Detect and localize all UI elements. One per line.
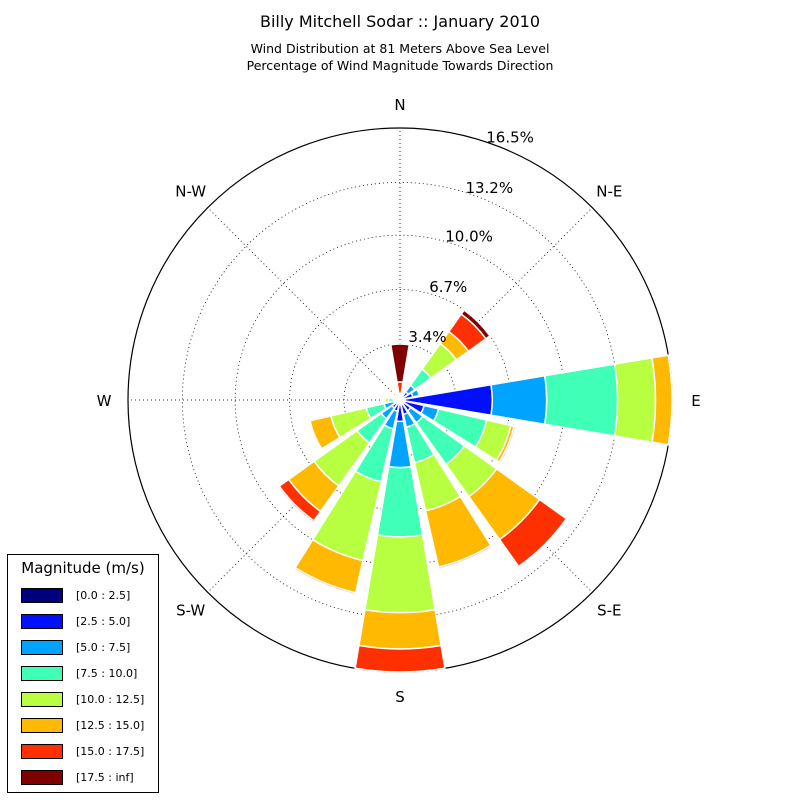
legend-label: [15.0 : 17.5] <box>76 745 145 758</box>
chart-subtitle-line2: Percentage of Wind Magnitude Towards Dir… <box>246 58 554 73</box>
wind-bar-segment <box>364 534 436 614</box>
legend-swatch <box>21 640 63 655</box>
radial-tick-label: 10.0% <box>445 228 493 246</box>
chart-title: Billy Mitchell Sodar :: January 2010 <box>259 12 541 31</box>
wind-bar-segment <box>293 566 357 596</box>
legend-label: [7.5 : 10.0] <box>76 667 138 680</box>
wind-bar-segment <box>543 363 619 437</box>
radial-tick-label: 13.2% <box>465 179 513 197</box>
legend-label: [2.5 : 5.0] <box>76 615 131 628</box>
wind-bar-segment <box>382 396 387 404</box>
legend-label: [0.0 : 2.5] <box>76 589 131 602</box>
wind-bar-segment <box>401 387 408 392</box>
legend-swatch <box>21 588 63 603</box>
legend-swatch <box>21 614 63 629</box>
direction-label: E <box>691 392 700 410</box>
wind-bar-segment <box>613 356 657 444</box>
wind-bar-segment <box>354 644 446 673</box>
wind-bar-segment <box>437 544 493 570</box>
wind-bar-segment <box>389 343 411 383</box>
legend-title: Magnitude (m/s) <box>21 559 145 577</box>
legend-label: [10.0 : 12.5] <box>76 693 145 706</box>
legend-label: [17.5 : inf] <box>76 771 134 784</box>
wind-bar-segment <box>651 354 673 446</box>
wind-bar-segment <box>460 309 491 340</box>
chart-subtitle-line1: Wind Distribution at 81 Meters Above Sea… <box>250 41 550 56</box>
wind-bar-segment <box>390 390 396 396</box>
legend-swatch <box>21 770 63 785</box>
legend-swatch <box>21 744 63 759</box>
wind-bar-segment <box>395 393 400 397</box>
wind-bar-segment <box>410 388 421 398</box>
wind-bar-segment <box>309 415 341 450</box>
wind-bar-segment <box>376 465 424 538</box>
legend-swatch <box>21 692 63 707</box>
direction-label: N-E <box>596 183 622 201</box>
legend-label: [12.5 : 15.0] <box>76 719 145 732</box>
wind-bar-segment <box>358 608 442 650</box>
axis-labels: 3.4% 6.7% 10.0% 13.2% 16.5% N N-E E S-E S S-W W N-W <box>97 96 701 706</box>
direction-label: N-W <box>175 183 206 201</box>
radial-tick-label: 6.7% <box>429 278 467 296</box>
wind-bar-segment <box>498 425 517 464</box>
legend-swatch <box>21 666 63 681</box>
legend-swatch <box>21 718 63 733</box>
legend-label: [5.0 : 7.5] <box>76 641 131 654</box>
direction-label: S <box>395 688 405 706</box>
wind-bar-segment <box>490 374 548 426</box>
grid-spoke <box>399 207 593 401</box>
direction-label: S-E <box>597 601 621 619</box>
grid-spoke <box>207 207 401 401</box>
wind-bar-segment <box>498 498 568 568</box>
wind-bars <box>276 309 673 673</box>
radial-tick-label: 16.5% <box>486 129 534 147</box>
wind-bar-segment <box>276 485 315 524</box>
radial-tick-label: 3.4% <box>408 328 446 346</box>
direction-label: W <box>97 392 112 410</box>
direction-label: N <box>394 96 405 114</box>
direction-label: S-W <box>176 601 205 619</box>
legend: Magnitude (m/s) [0.0 : 2.5] [2.5 : 5.0] … <box>7 554 159 793</box>
